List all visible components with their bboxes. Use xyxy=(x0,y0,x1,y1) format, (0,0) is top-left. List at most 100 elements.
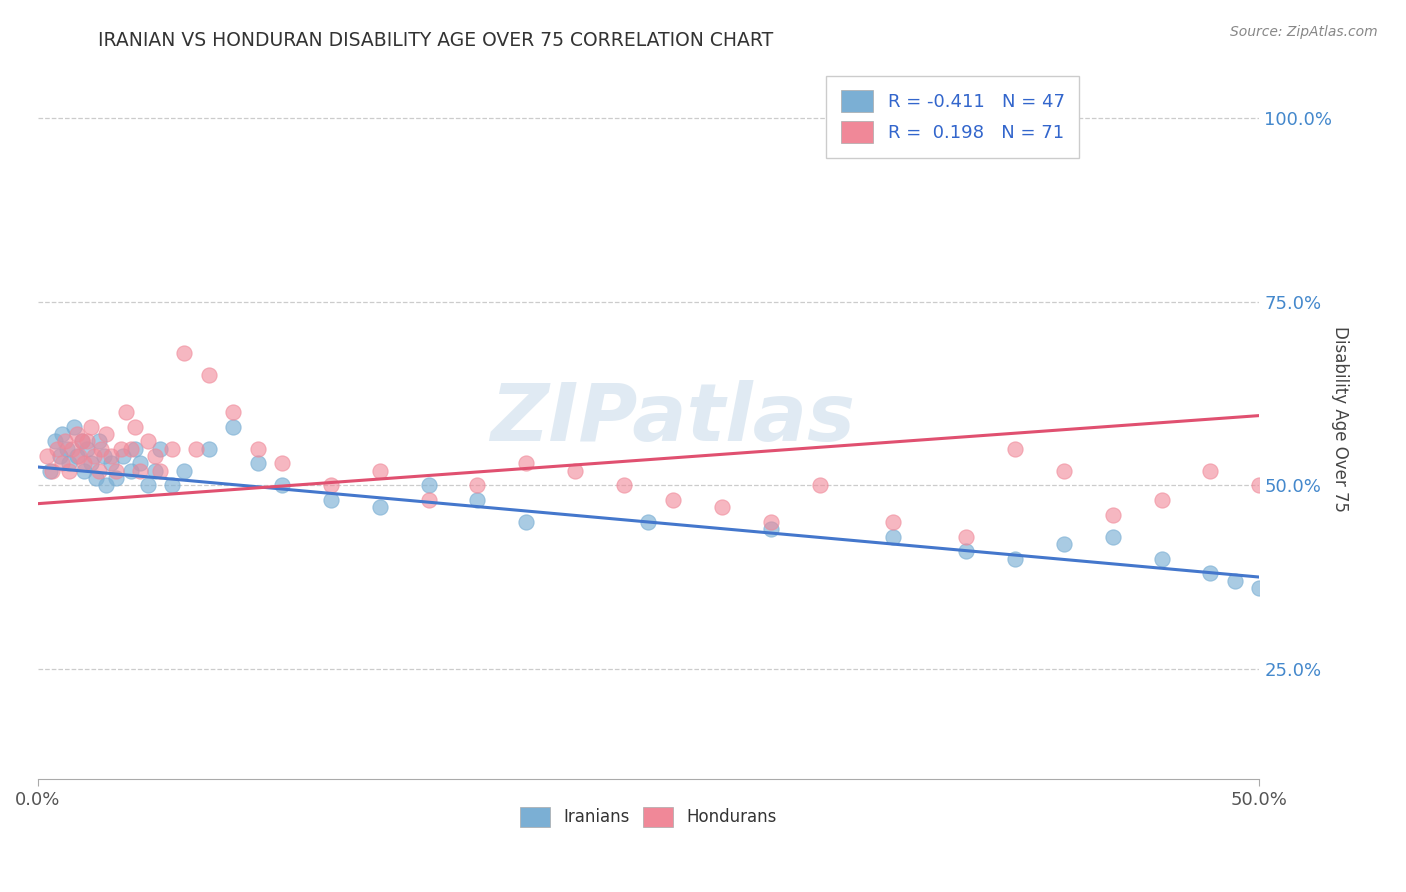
Point xyxy=(80,456,103,470)
Point xyxy=(70,434,93,449)
Point xyxy=(83,449,105,463)
Point xyxy=(100,449,122,463)
Point xyxy=(114,405,136,419)
Point xyxy=(246,456,269,470)
Point xyxy=(1150,551,1173,566)
Point xyxy=(271,478,294,492)
Point xyxy=(136,434,159,449)
Point xyxy=(58,456,80,470)
Point xyxy=(149,464,172,478)
Point xyxy=(1004,551,1026,566)
Point xyxy=(515,456,537,470)
Point xyxy=(368,464,391,478)
Point xyxy=(246,442,269,456)
Point xyxy=(51,456,73,470)
Point xyxy=(160,442,183,456)
Point xyxy=(136,478,159,492)
Point xyxy=(222,405,245,419)
Point xyxy=(67,449,90,463)
Point xyxy=(1101,508,1123,522)
Point xyxy=(1199,566,1222,581)
Point xyxy=(51,426,73,441)
Point xyxy=(124,419,146,434)
Point xyxy=(86,471,108,485)
Point xyxy=(66,449,89,463)
Point xyxy=(515,515,537,529)
Point xyxy=(38,464,60,478)
Point xyxy=(149,442,172,456)
Point xyxy=(1053,537,1076,551)
Point xyxy=(1150,493,1173,508)
Text: ZIPatlas: ZIPatlas xyxy=(491,380,855,458)
Point xyxy=(710,500,733,515)
Point xyxy=(58,464,80,478)
Point xyxy=(90,442,112,456)
Point xyxy=(63,419,86,434)
Point xyxy=(37,449,59,463)
Point xyxy=(1199,464,1222,478)
Point xyxy=(48,449,70,463)
Point xyxy=(53,434,76,449)
Point xyxy=(759,515,782,529)
Point xyxy=(73,464,96,478)
Point xyxy=(60,442,83,456)
Point xyxy=(759,522,782,536)
Point xyxy=(129,464,152,478)
Point xyxy=(56,442,79,456)
Point xyxy=(1223,574,1246,588)
Point xyxy=(955,544,977,558)
Point xyxy=(41,464,63,478)
Point xyxy=(808,478,831,492)
Point xyxy=(662,493,685,508)
Point xyxy=(44,434,66,449)
Point xyxy=(120,442,142,456)
Point xyxy=(93,449,115,463)
Point xyxy=(467,493,489,508)
Point xyxy=(76,434,98,449)
Point xyxy=(173,346,195,360)
Point xyxy=(100,456,122,470)
Point xyxy=(143,464,166,478)
Point xyxy=(418,478,440,492)
Point xyxy=(186,442,208,456)
Point xyxy=(112,449,135,463)
Point xyxy=(197,442,219,456)
Point xyxy=(418,493,440,508)
Point xyxy=(637,515,659,529)
Point xyxy=(1346,515,1368,529)
Point xyxy=(1004,442,1026,456)
Point xyxy=(613,478,636,492)
Point xyxy=(1053,464,1076,478)
Point xyxy=(129,456,152,470)
Point xyxy=(104,471,127,485)
Point xyxy=(1249,478,1271,492)
Point xyxy=(1296,493,1319,508)
Point xyxy=(1101,530,1123,544)
Point xyxy=(104,464,127,478)
Point xyxy=(143,449,166,463)
Point xyxy=(110,442,132,456)
Point xyxy=(66,426,89,441)
Point xyxy=(564,464,586,478)
Point xyxy=(1395,537,1406,551)
Point xyxy=(467,478,489,492)
Point xyxy=(160,478,183,492)
Y-axis label: Disability Age Over 75: Disability Age Over 75 xyxy=(1331,326,1348,512)
Point xyxy=(882,515,904,529)
Point xyxy=(70,434,93,449)
Point xyxy=(87,464,110,478)
Point xyxy=(882,530,904,544)
Point xyxy=(80,419,103,434)
Point xyxy=(94,426,117,441)
Point xyxy=(73,456,96,470)
Point xyxy=(368,500,391,515)
Text: IRANIAN VS HONDURAN DISABILITY AGE OVER 75 CORRELATION CHART: IRANIAN VS HONDURAN DISABILITY AGE OVER … xyxy=(98,31,773,50)
Point xyxy=(94,478,117,492)
Point xyxy=(87,434,110,449)
Point xyxy=(955,530,977,544)
Point xyxy=(124,442,146,456)
Point xyxy=(319,493,342,508)
Point xyxy=(173,464,195,478)
Point xyxy=(46,442,69,456)
Point xyxy=(1249,581,1271,595)
